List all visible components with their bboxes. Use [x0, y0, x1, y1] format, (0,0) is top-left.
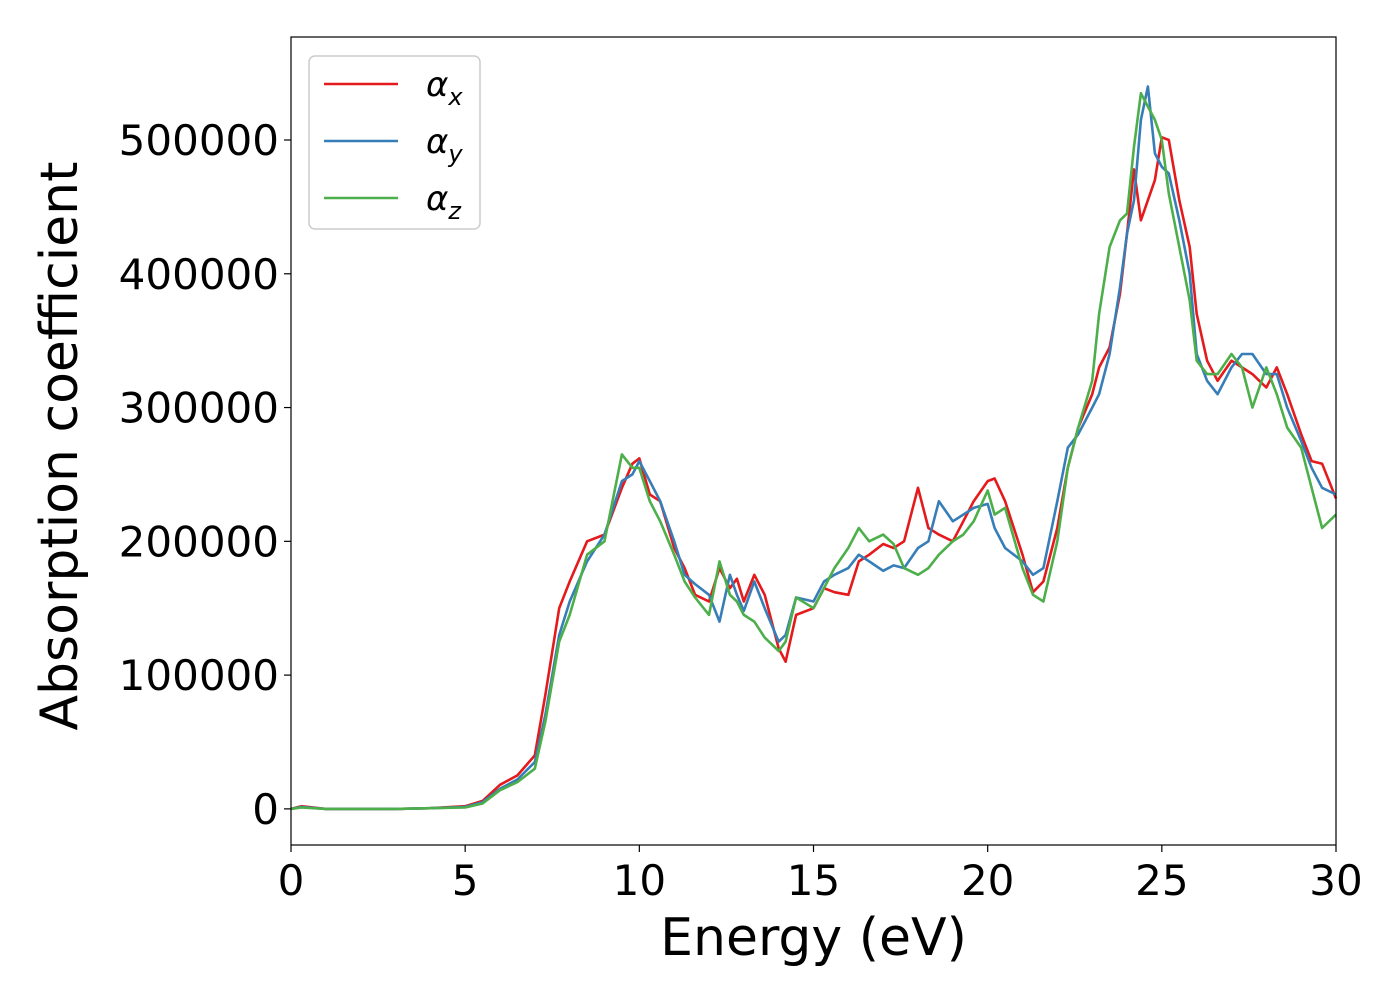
- series-line-z: [290, 91, 1337, 811]
- x-tick-label: 15: [787, 856, 840, 905]
- x-tick-label: 30: [1309, 856, 1362, 905]
- x-tick-label: 5: [452, 856, 479, 905]
- y-tick-label: 400000: [119, 250, 279, 299]
- series-layer: [290, 85, 1338, 811]
- y-axis-ticks: 0 100000 200000 300000 400000 500000: [119, 116, 291, 834]
- y-tick-label: 500000: [119, 116, 279, 165]
- x-tick-label: 20: [961, 856, 1014, 905]
- x-axis-label: Energy (eV): [660, 908, 967, 968]
- y-tick-label: 200000: [119, 517, 279, 566]
- y-tick-label: 100000: [119, 651, 279, 700]
- x-tick-label: 10: [613, 856, 666, 905]
- x-tick-label: 0: [278, 856, 305, 905]
- legend-box: [308, 55, 481, 230]
- y-axis-label: Absorption coefficient: [30, 161, 90, 730]
- series-line-x: [290, 136, 1338, 811]
- x-axis-ticks: 0 5 10 15 20 25 30: [278, 845, 1363, 905]
- x-tick-label: 25: [1135, 856, 1188, 905]
- y-tick-label: 300000: [119, 384, 279, 433]
- y-tick-label: 0: [252, 785, 279, 834]
